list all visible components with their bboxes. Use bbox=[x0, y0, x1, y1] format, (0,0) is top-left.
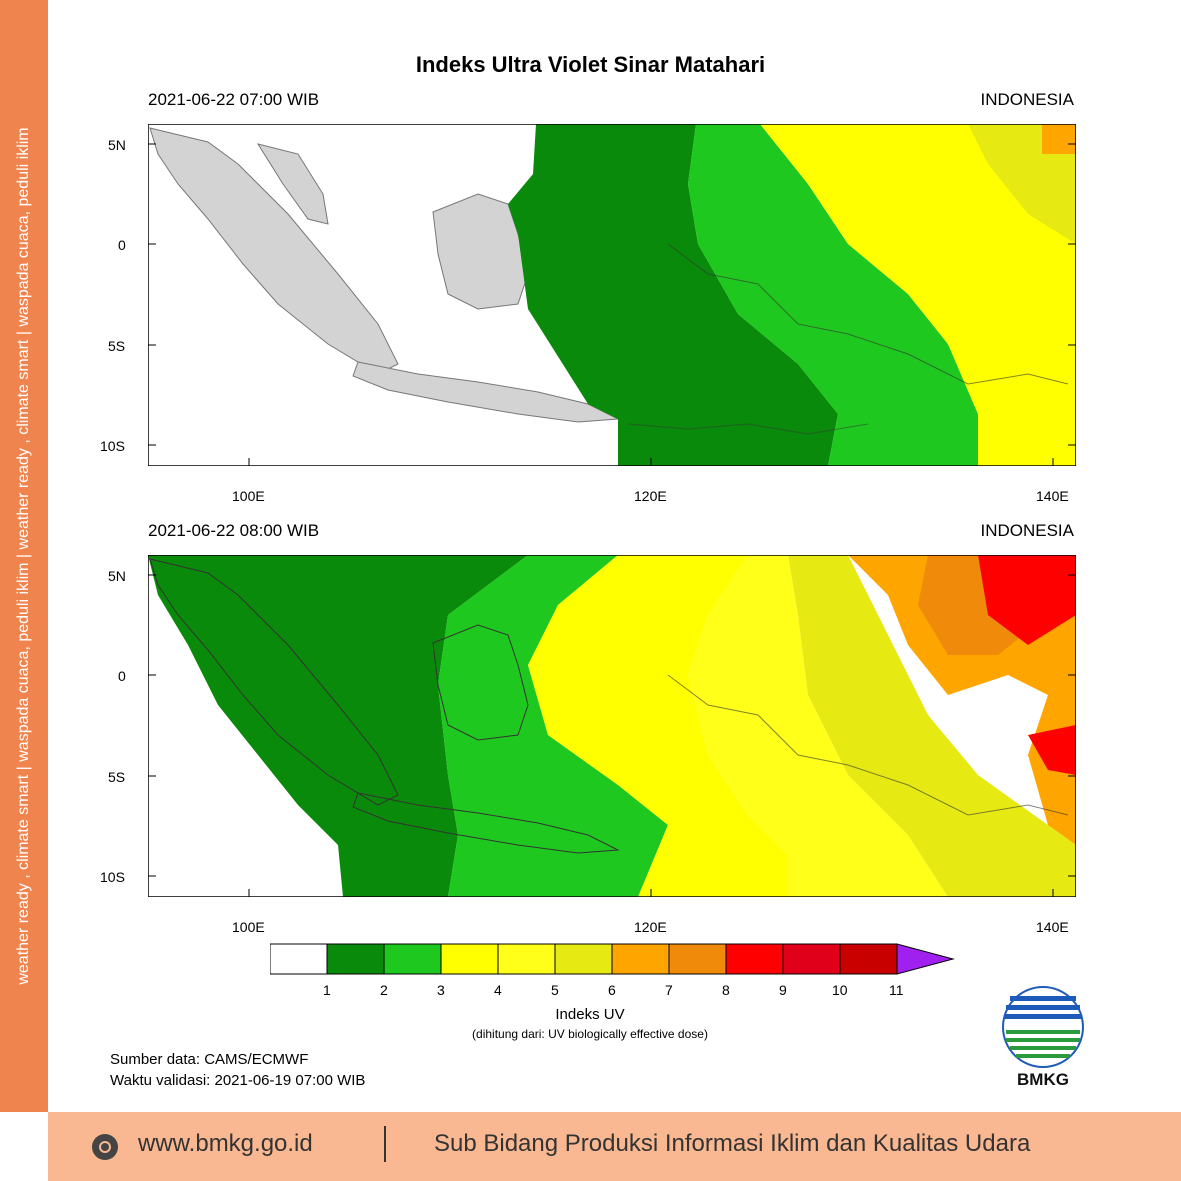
colorbar-subtitle: (dihitung dari: UV biologically effectiv… bbox=[472, 1027, 708, 1041]
lon-100e-2: 100E bbox=[232, 919, 265, 935]
bmkg-logo-text: BMKG bbox=[1017, 1070, 1069, 1089]
footer-department: Sub Bidang Produksi Informasi Iklim dan … bbox=[434, 1130, 1031, 1157]
band2-uv-3-4 bbox=[528, 555, 788, 897]
band-uv-1-2 bbox=[508, 124, 838, 466]
lon-120e-2: 120E bbox=[634, 919, 667, 935]
borneo-grey bbox=[432, 193, 529, 310]
footer-url-link[interactable]: www.bmkg.go.id bbox=[138, 1130, 313, 1157]
colorbar-segment bbox=[725, 943, 784, 975]
uv-map-panel-1 bbox=[148, 124, 1076, 466]
panel2-datetime: 2021-06-22 08:00 WIB bbox=[148, 521, 320, 540]
lon-140e-2: 140E bbox=[1036, 919, 1069, 935]
uv-colorbar bbox=[270, 943, 955, 975]
footer: www.bmkg.go.id Sub Bidang Produksi Infor… bbox=[48, 1112, 1181, 1181]
colorbar-label: 9 bbox=[779, 982, 787, 998]
java-coast-2 bbox=[352, 792, 620, 854]
lon-140e-1: 140E bbox=[1036, 488, 1069, 504]
footer-separator bbox=[384, 1126, 386, 1162]
band2-uv-8-9 bbox=[978, 555, 1076, 645]
source-valid: Waktu validasi: 2021-06-19 07:00 WIB bbox=[110, 1072, 366, 1089]
uv-map-panel-2 bbox=[148, 555, 1076, 897]
colorbar-title: Indeks UV bbox=[555, 1006, 625, 1023]
colorbar-label: 4 bbox=[494, 982, 502, 998]
lat-ticks-1 bbox=[148, 143, 1076, 466]
colorbar-segment bbox=[383, 943, 442, 975]
band2-uv-extra bbox=[1028, 725, 1076, 775]
lon-120e-1: 120E bbox=[634, 488, 667, 504]
colorbar-label: 11 bbox=[889, 982, 904, 998]
lat-ticks-2 bbox=[148, 574, 1076, 897]
panel1-region: INDONESIA bbox=[980, 90, 1074, 109]
lat-5n-2: 5N bbox=[108, 568, 126, 584]
side-strip-text: weather ready , climate smart | waspada … bbox=[15, 127, 32, 985]
lat-5s-2: 5S bbox=[108, 769, 126, 785]
band-uv-6-7 bbox=[1042, 124, 1076, 154]
lon-100e-1: 100E bbox=[232, 488, 265, 504]
band2-uv-5-6 bbox=[788, 555, 1076, 897]
lat-0-2: 0 bbox=[118, 668, 126, 684]
colorbar-segment bbox=[554, 943, 613, 975]
colorbar-label: 10 bbox=[832, 982, 848, 998]
colorbar-label: 5 bbox=[551, 982, 559, 998]
colorbar-segment bbox=[668, 943, 727, 975]
colorbar-label: 6 bbox=[608, 982, 616, 998]
globe-icon bbox=[92, 1134, 118, 1160]
colorbar-label: 7 bbox=[665, 982, 673, 998]
colorbar-segment bbox=[839, 943, 898, 975]
colorbar-label: 2 bbox=[380, 982, 388, 998]
borneo-coast-2 bbox=[432, 624, 529, 741]
lat-10s-1: 10S bbox=[100, 438, 125, 454]
main-title: Indeks Ultra Violet Sinar Matahari bbox=[415, 52, 766, 77]
colorbar-segment bbox=[782, 943, 841, 975]
side-strip: weather ready , climate smart | waspada … bbox=[0, 0, 48, 1112]
malaya-grey bbox=[256, 143, 329, 225]
lat-0-1: 0 bbox=[118, 237, 126, 253]
colorbar-label: 8 bbox=[722, 982, 730, 998]
colorbar-arrow bbox=[896, 943, 955, 975]
colorbar-label: 3 bbox=[437, 982, 445, 998]
band2-uv-1-2 bbox=[148, 555, 528, 897]
java-grey bbox=[352, 361, 620, 423]
sumatra-coast-2 bbox=[149, 558, 399, 806]
colorbar-label: 1 bbox=[323, 982, 331, 998]
band-uv-2-3 bbox=[688, 124, 978, 466]
colorbar-segment bbox=[270, 943, 328, 975]
band2-uv-4-5 bbox=[688, 555, 948, 897]
source-data: Sumber data: CAMS/ECMWF bbox=[110, 1051, 309, 1068]
lat-5n-1: 5N bbox=[108, 137, 126, 153]
bmkg-logo-icon bbox=[1002, 986, 1084, 1068]
lat-10s-2: 10S bbox=[100, 869, 125, 885]
band2-uv-2-3 bbox=[438, 555, 668, 897]
colorbar-segment bbox=[497, 943, 556, 975]
panel1-datetime: 2021-06-22 07:00 WIB bbox=[148, 90, 320, 109]
panel2-region: INDONESIA bbox=[980, 521, 1074, 540]
colorbar-segment bbox=[326, 943, 385, 975]
colorbar-segment bbox=[440, 943, 499, 975]
band-uv-3-4 bbox=[760, 124, 1076, 466]
colorbar-segment bbox=[611, 943, 670, 975]
lat-5s-1: 5S bbox=[108, 338, 126, 354]
